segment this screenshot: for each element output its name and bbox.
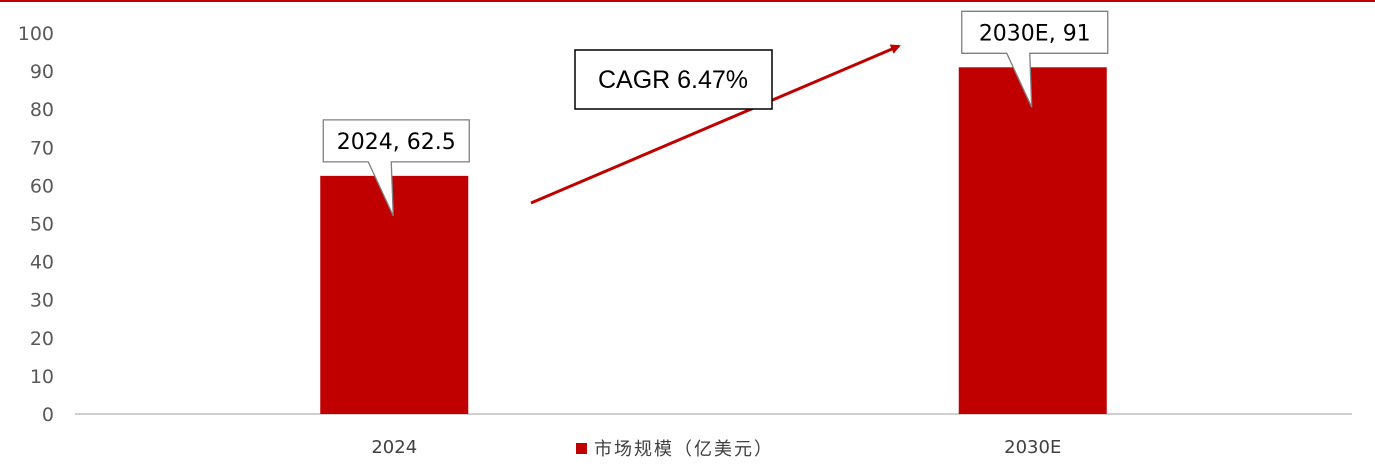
bars bbox=[320, 67, 1107, 414]
data-label-box bbox=[961, 10, 1109, 108]
cagr-box bbox=[574, 49, 773, 110]
y-tick-label: 0 bbox=[42, 404, 54, 426]
y-tick-label: 90 bbox=[30, 61, 54, 83]
x-axis-labels: 2024 2030E bbox=[371, 437, 1061, 458]
data-label-box bbox=[322, 119, 470, 217]
y-tick-label: 60 bbox=[30, 175, 54, 197]
legend: 市场规模（亿美元） bbox=[576, 439, 774, 460]
legend-swatch bbox=[576, 443, 587, 454]
cagr-annotation: CAGR 6.47% bbox=[530, 44, 901, 205]
legend-label: 市场规模（亿美元） bbox=[594, 439, 774, 460]
y-tick-label: 70 bbox=[30, 137, 54, 159]
bar bbox=[320, 175, 469, 414]
y-tick-label: 40 bbox=[30, 252, 54, 274]
x-tick-label: 2024 bbox=[371, 437, 417, 458]
y-tick-label: 80 bbox=[30, 99, 54, 121]
data-label-callouts: 2024, 62.5 2030E, 91 bbox=[322, 10, 1109, 217]
y-tick-label: 30 bbox=[30, 290, 54, 312]
y-tick-label: 100 bbox=[18, 23, 54, 45]
cagr-arrow bbox=[530, 44, 901, 205]
y-tick-label: 10 bbox=[30, 366, 54, 388]
data-label: 2024, 62.5 bbox=[337, 130, 456, 155]
x-tick-label: 2030E bbox=[1004, 437, 1061, 458]
cagr-label: CAGR 6.47% bbox=[598, 66, 748, 94]
bar bbox=[958, 67, 1107, 414]
y-tick-label: 20 bbox=[30, 328, 54, 350]
data-label: 2030E, 91 bbox=[979, 21, 1091, 46]
y-tick-label: 50 bbox=[30, 214, 54, 236]
y-axis-ticks: 0 10 20 30 40 50 60 70 80 90 100 bbox=[18, 23, 54, 426]
